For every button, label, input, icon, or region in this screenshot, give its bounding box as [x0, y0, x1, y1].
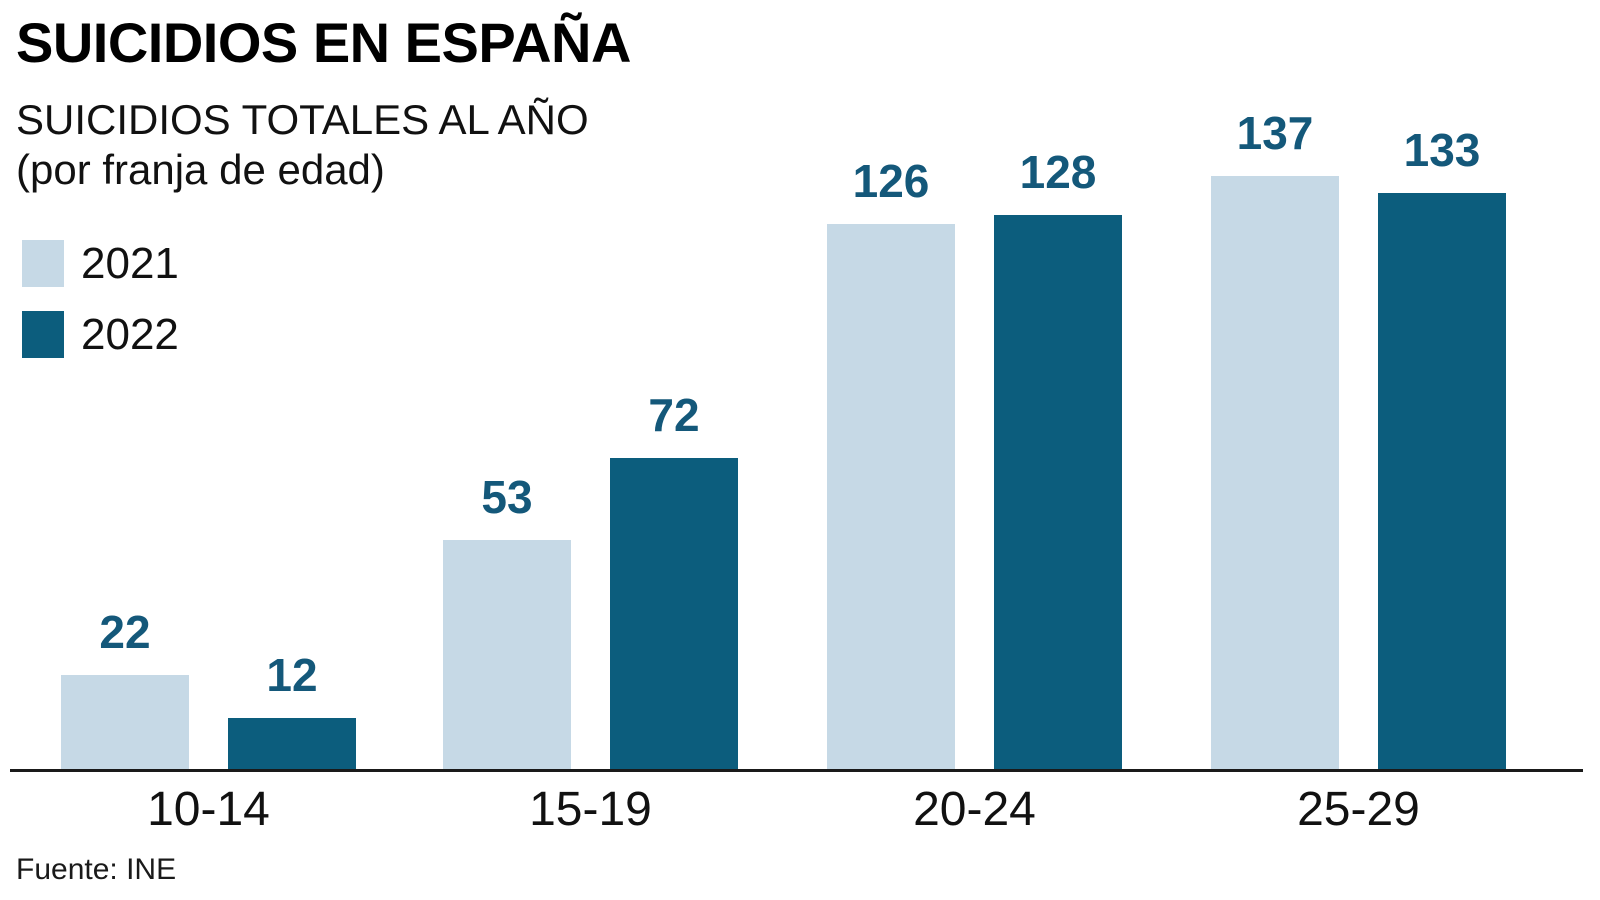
bar-value-2022-25-29: 133 — [1403, 124, 1481, 176]
chart-subtitle-parenthetical: (por franja de edad) — [16, 146, 385, 193]
bar-value-2021-15-19: 53 — [481, 471, 533, 523]
bar-value-2022-20-24: 128 — [1019, 146, 1097, 198]
bar-2022-10-14 — [228, 718, 356, 770]
bar-value-2021-10-14: 22 — [99, 606, 151, 658]
x-axis-label-25-29: 25-29 — [1297, 783, 1420, 836]
bar-2021-20-24 — [827, 224, 955, 770]
x-axis-line — [10, 769, 1583, 772]
source-note: Fuente: INE — [16, 853, 177, 886]
bar-2022-15-19 — [610, 458, 738, 770]
x-axis-label-20-24: 20-24 — [913, 783, 1036, 836]
x-axis-label-10-14: 10-14 — [147, 783, 270, 836]
bar-value-2021-25-29: 137 — [1236, 107, 1314, 159]
chart-title: SUICIDIOS EN ESPAÑA — [16, 11, 631, 74]
legend-swatch-2021 — [22, 240, 64, 287]
bar-value-2021-20-24: 126 — [852, 155, 930, 207]
legend-item-2021: 2021 — [22, 240, 179, 287]
legend-swatch-2022 — [22, 311, 64, 358]
bar-value-2022-10-14: 12 — [266, 649, 318, 701]
bar-2022-20-24 — [994, 215, 1122, 770]
bar-2021-25-29 — [1211, 176, 1339, 770]
legend-label-2022: 2022 — [81, 310, 179, 359]
legend-item-2022: 2022 — [22, 311, 179, 358]
bar-value-2022-15-19: 72 — [648, 389, 700, 441]
x-axis-label-15-19: 15-19 — [529, 783, 652, 836]
chart-subtitle: SUICIDIOS TOTALES AL AÑO — [16, 96, 589, 143]
bar-2021-15-19 — [443, 540, 571, 770]
bar-2022-25-29 — [1378, 193, 1506, 770]
legend-label-2021: 2021 — [81, 239, 179, 288]
bar-2021-10-14 — [61, 675, 189, 770]
